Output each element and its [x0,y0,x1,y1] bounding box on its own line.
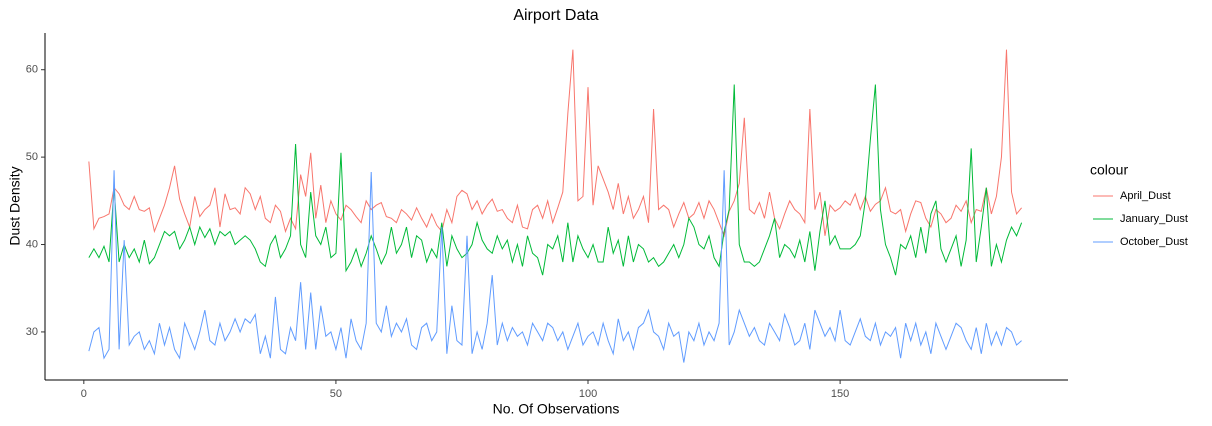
legend-label: January_Dust [1120,213,1188,225]
x-tick-label: 150 [831,388,849,400]
y-tick-label: 50 [26,151,38,163]
y-tick-label: 30 [26,326,38,338]
y-tick-label: 60 [26,64,38,76]
legend-label: April_Dust [1120,190,1171,202]
y-axis-label: Dust Density [7,166,23,245]
x-tick-label: 0 [81,388,87,400]
legend-label: October_Dust [1120,236,1188,248]
x-axis-label: No. Of Observations [493,401,620,417]
x-tick-label: 100 [579,388,597,400]
y-tick-label: 40 [26,238,38,250]
series-line [88,49,1022,238]
chart-title: Airport Data [513,7,598,24]
legend-title: colour [1090,162,1128,178]
x-tick-label: 50 [330,388,342,400]
series-line [88,170,1022,363]
series-line [88,84,1023,276]
